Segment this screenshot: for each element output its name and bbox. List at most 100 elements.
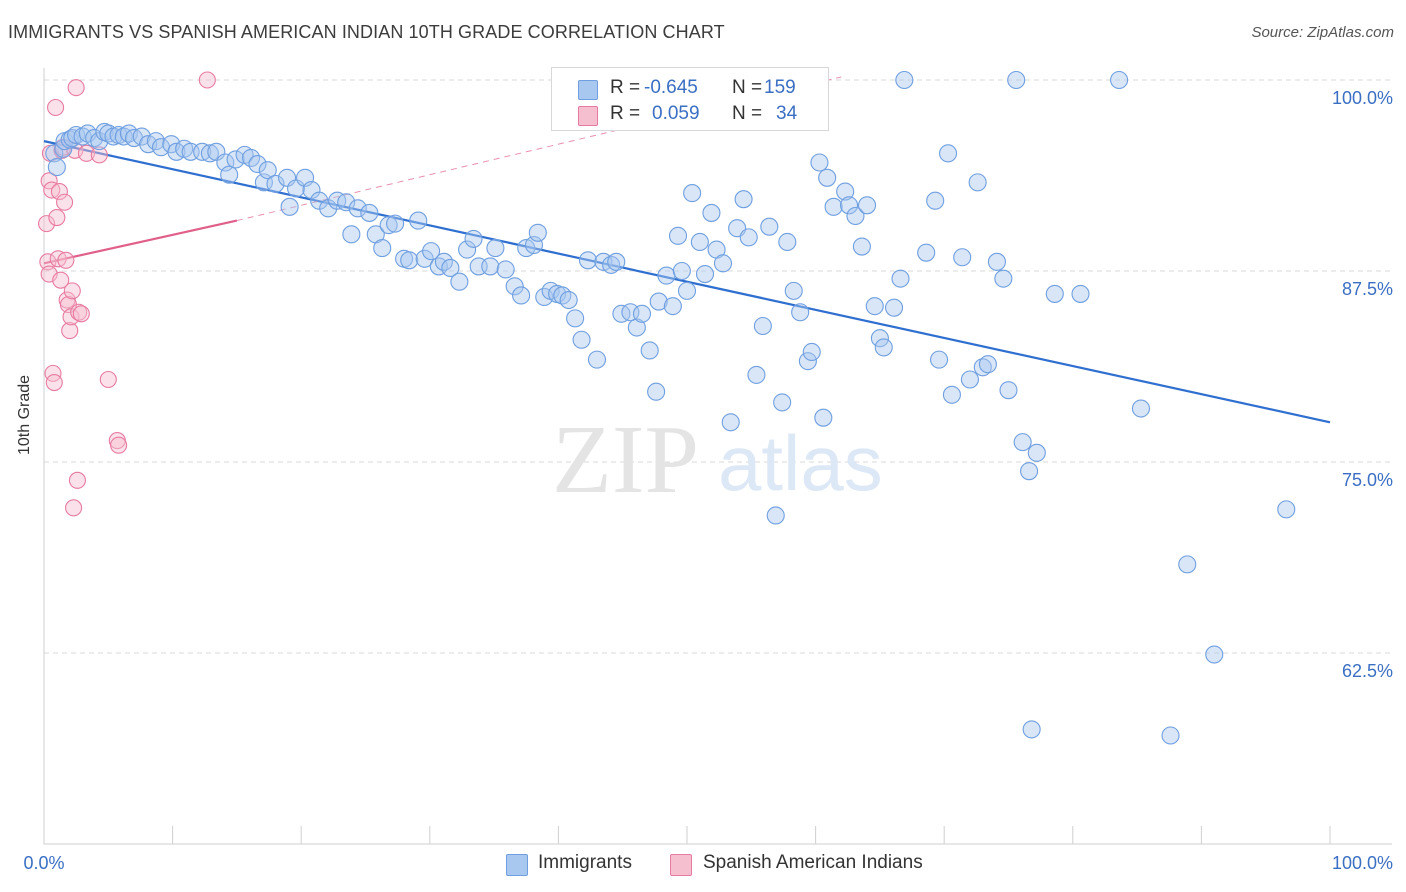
- spanish-point: [110, 436, 128, 454]
- immigrant-point: [1071, 284, 1090, 303]
- chart-title: IMMIGRANTS VS SPANISH AMERICAN INDIAN 10…: [8, 22, 725, 42]
- immigrant-point: [73, 127, 92, 146]
- immigrant-point: [566, 309, 585, 328]
- immigrant-point: [422, 242, 441, 261]
- immigrant-point: [553, 286, 572, 305]
- legend-row-spanish: R = 0.059 N = 34: [552, 103, 828, 129]
- legend-n-value: 34: [776, 103, 798, 124]
- immigrant-point: [713, 254, 733, 273]
- immigrant-point: [870, 329, 889, 348]
- immigrant-point: [348, 199, 367, 218]
- immigrant-point: [857, 196, 877, 215]
- bottom-legend-swatch-pink: [670, 854, 692, 876]
- immigrant-point: [85, 129, 104, 148]
- legend-swatch-pink: [578, 106, 598, 126]
- watermark-atlas: atlas: [718, 419, 883, 507]
- spanish-point: [39, 253, 57, 271]
- immigrant-point: [721, 413, 740, 432]
- immigrant-point: [441, 258, 460, 277]
- legend-r-label: R =: [610, 103, 641, 124]
- immigrant-point: [1022, 720, 1041, 739]
- spanish-trend-line: [43, 219, 238, 265]
- immigrant-point: [47, 158, 66, 177]
- spanish-point: [38, 215, 56, 233]
- immigrant-point: [649, 292, 668, 311]
- bottom-legend-label: Spanish American Indians: [703, 852, 923, 873]
- immigrant-point: [248, 154, 267, 174]
- immigrant-point: [846, 206, 865, 226]
- spanish-point: [50, 182, 68, 201]
- immigrant-point: [766, 506, 785, 525]
- spanish-point: [72, 305, 90, 323]
- immigrant-point: [973, 358, 992, 377]
- immigrant-point: [640, 341, 659, 360]
- spanish-point: [48, 208, 66, 227]
- immigrant-point: [747, 365, 766, 384]
- spanish-point: [70, 303, 88, 321]
- immigrant-point: [373, 239, 392, 258]
- immigrant-point: [824, 197, 843, 216]
- immigrant-point: [464, 229, 483, 248]
- spanish-point: [90, 146, 108, 164]
- immigrant-point: [132, 127, 151, 146]
- legend-row-immigrants: R = -0.645 N = 159: [552, 77, 828, 103]
- spanish-point: [67, 79, 85, 97]
- immigrant-point: [702, 203, 721, 222]
- immigrant-point: [663, 297, 682, 316]
- immigrant-point: [668, 226, 688, 245]
- immigrant-point: [627, 318, 646, 337]
- immigrant-point: [1178, 555, 1197, 574]
- immigrant-point: [760, 217, 779, 236]
- immigrant-point: [1131, 399, 1151, 418]
- bottom-legend-label: Immigrants: [538, 852, 632, 873]
- immigrant-point: [791, 303, 810, 322]
- immigrant-point: [1205, 645, 1224, 664]
- immigrant-point: [386, 214, 405, 233]
- immigrant-point: [818, 168, 837, 187]
- immigrant-point: [874, 338, 893, 357]
- immigrant-point: [486, 239, 505, 258]
- immigrant-point: [930, 350, 949, 369]
- immigrants-trend-line: [43, 140, 1331, 424]
- immigrant-point: [677, 281, 697, 300]
- immigrant-point: [578, 251, 598, 270]
- immigrant-point: [784, 281, 803, 300]
- y-axis-label: 10th Grade: [16, 374, 33, 455]
- immigrant-point: [839, 196, 859, 215]
- immigrant-point: [968, 173, 987, 192]
- immigrant-point: [895, 70, 914, 90]
- immigrant-point: [802, 342, 821, 362]
- immigrant-point: [778, 232, 797, 252]
- spanish-point: [61, 322, 79, 340]
- legend-n-label: N =: [732, 103, 763, 124]
- bottom-legend-swatch-blue: [506, 854, 528, 876]
- immigrant-point: [415, 249, 434, 268]
- immigrant-point: [572, 330, 591, 349]
- y-tick-label: 62.5%: [1342, 661, 1393, 681]
- immigrant-point: [891, 269, 910, 288]
- spanish-point: [47, 98, 65, 117]
- immigrant-point: [607, 252, 626, 271]
- immigrant-point: [1161, 726, 1180, 745]
- immigrant-point: [400, 251, 419, 270]
- y-tick-label: 75.0%: [1342, 470, 1393, 490]
- spanish-point: [65, 499, 83, 517]
- immigrant-point: [528, 223, 547, 242]
- immigrant-point: [266, 174, 285, 193]
- immigrant-point: [258, 161, 277, 180]
- immigrant-point: [612, 304, 631, 323]
- spanish-point: [56, 193, 74, 211]
- immigrant-point: [226, 150, 245, 169]
- immigrant-point: [695, 265, 715, 284]
- legend-n-value: 159: [764, 77, 796, 98]
- source-credit: Source: ZipAtlas.com: [1251, 24, 1394, 41]
- immigrant-point: [657, 266, 676, 285]
- immigrant-point: [337, 193, 356, 212]
- immigrant-point: [690, 232, 709, 252]
- immigrant-point: [926, 191, 945, 210]
- immigrant-point: [632, 304, 652, 323]
- immigrant-point: [1110, 70, 1129, 90]
- immigrant-point: [994, 269, 1013, 288]
- immigrant-point: [987, 252, 1006, 271]
